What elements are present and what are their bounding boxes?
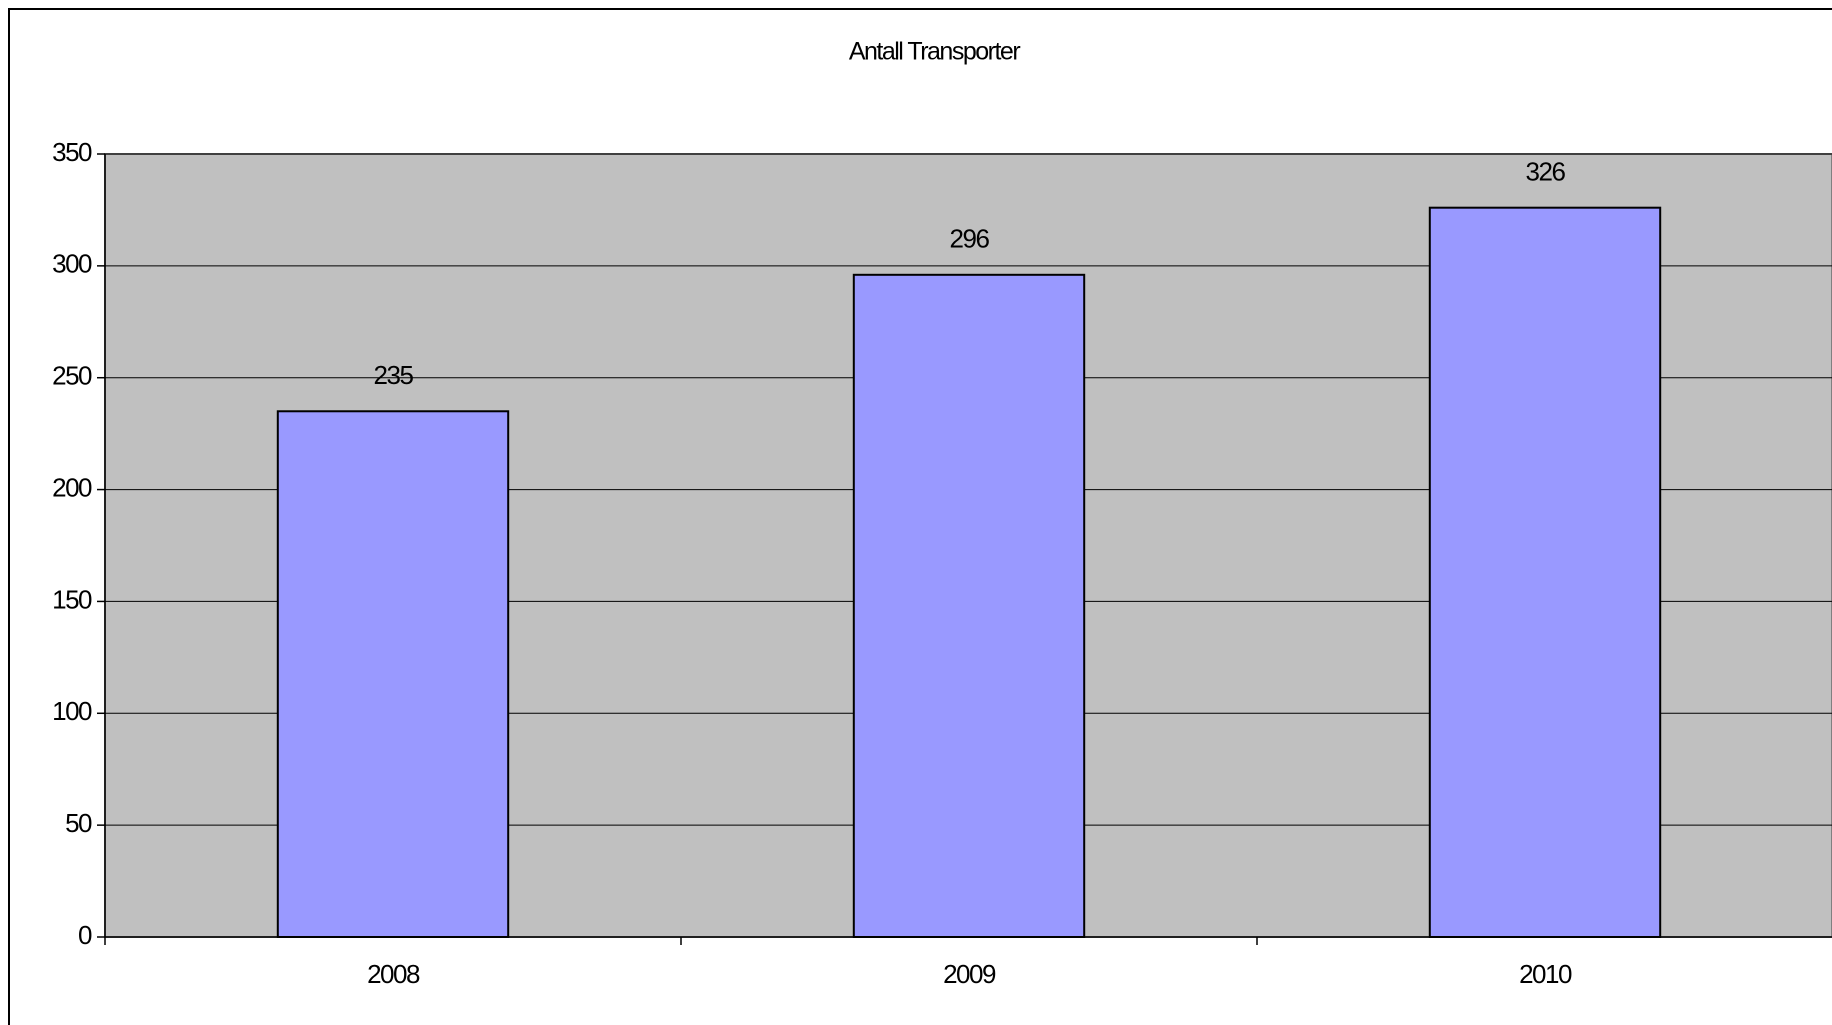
y-tick-label: 100 bbox=[52, 696, 92, 726]
bar bbox=[276, 410, 510, 938]
x-tick-label: 2009 bbox=[943, 959, 996, 989]
y-tick-label: 0 bbox=[78, 920, 92, 950]
bar bbox=[852, 273, 1086, 938]
y-tick-label: 150 bbox=[52, 584, 92, 614]
y-tick-label: 200 bbox=[52, 472, 92, 502]
y-tick-label: 300 bbox=[52, 249, 92, 279]
bar bbox=[1428, 206, 1662, 939]
y-tick-label: 350 bbox=[52, 137, 92, 167]
value-label: 235 bbox=[374, 360, 414, 390]
x-tick-label: 2010 bbox=[1519, 959, 1572, 989]
value-label: 296 bbox=[950, 224, 990, 254]
chart-title: Antall Transporter bbox=[849, 38, 1020, 66]
y-tick-label: 250 bbox=[52, 361, 92, 391]
value-label: 326 bbox=[1526, 157, 1566, 187]
y-tick-label: 50 bbox=[65, 808, 92, 838]
x-tick-label: 2008 bbox=[367, 959, 420, 989]
